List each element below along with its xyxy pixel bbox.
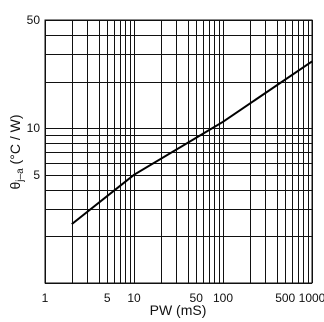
grid	[45, 20, 313, 284]
x-tick-label-6: 1000	[299, 291, 324, 305]
y-axis-unit: (°C / W)	[7, 115, 23, 165]
y-tick-label-0: 5	[33, 168, 40, 182]
y-axis-label: θj–a (°C / W)	[7, 115, 26, 190]
series-layer	[71, 60, 313, 225]
x-tick-label-0: 1	[42, 291, 49, 305]
series-line-0	[71, 60, 313, 225]
x-tick-label-2: 10	[127, 291, 141, 305]
x-tick-label-1: 5	[104, 291, 111, 305]
y-tick-labels: 5 10 50	[27, 13, 41, 182]
y-tick-label-1: 10	[27, 121, 41, 135]
x-tick-label-3: 50	[190, 291, 204, 305]
y-axis-symbol: θ	[7, 181, 23, 189]
x-tick-label-5: 500	[275, 291, 295, 305]
y-tick-label-2: 50	[27, 13, 41, 27]
plot-frame	[44, 19, 313, 284]
x-axis-label: PW (mS)	[150, 302, 207, 318]
x-tick-labels: 1 5 10 50 100 500 1000	[42, 291, 324, 305]
y-axis-subscript: j–a	[15, 168, 26, 183]
x-tick-label-4: 100	[213, 291, 233, 305]
